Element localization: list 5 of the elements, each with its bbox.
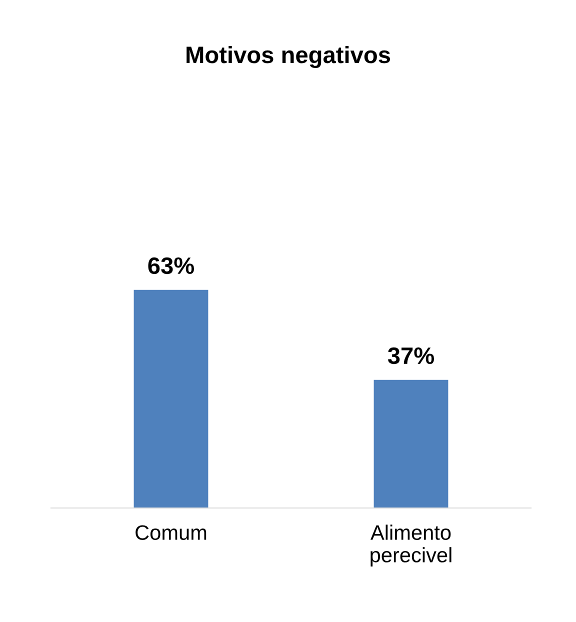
data-label: 37%	[388, 347, 434, 364]
chart-title: Motivos negativos	[186, 46, 390, 68]
data-label: 63%	[148, 257, 194, 274]
x-tick-label: Comum	[136, 525, 206, 540]
x-tick-label: Alimento perecivel	[370, 524, 452, 567]
